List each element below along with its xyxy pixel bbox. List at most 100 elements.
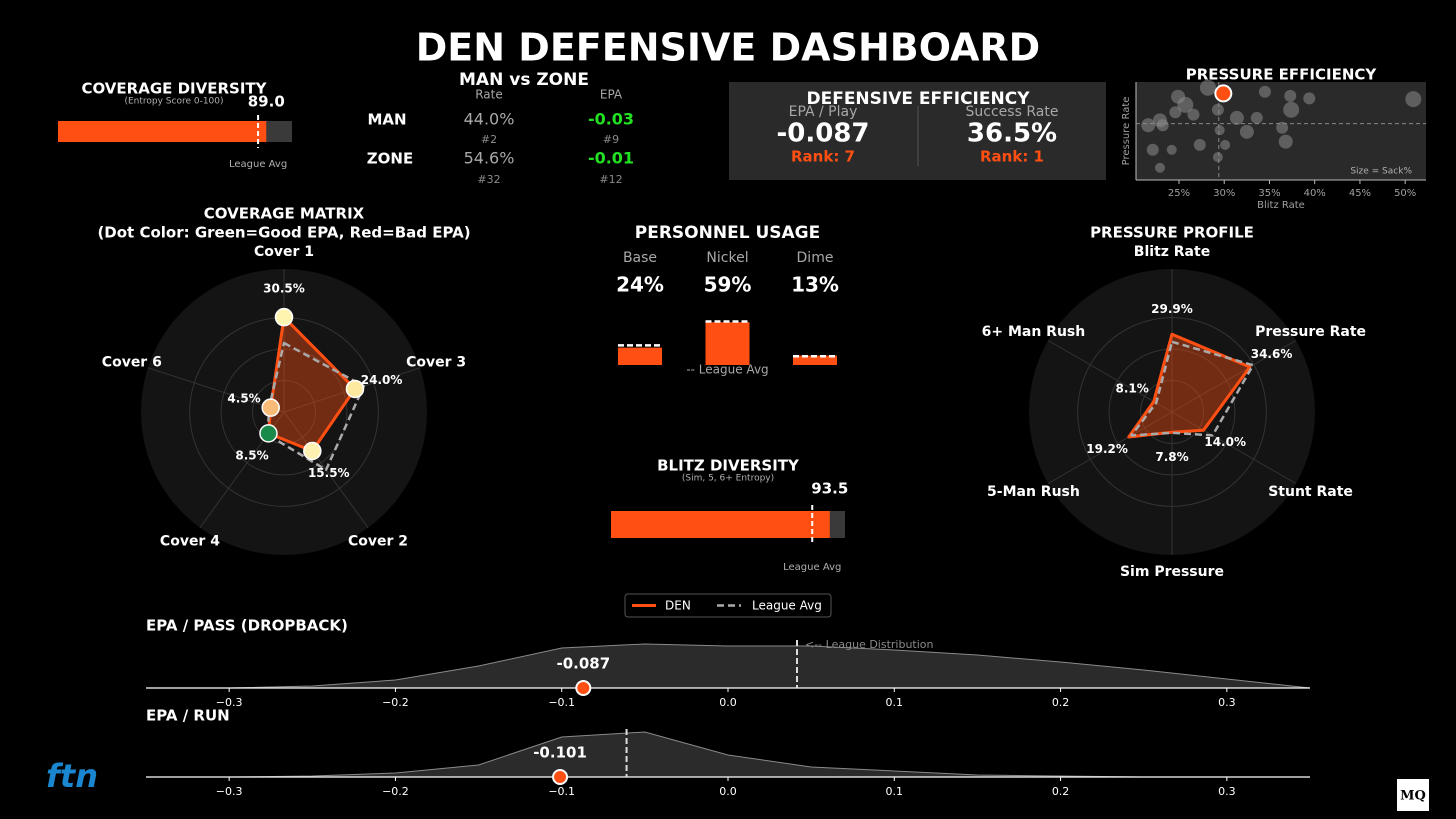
radar-title: COVERAGE MATRIX [204, 205, 365, 223]
x-tick-label: −0.3 [216, 785, 243, 798]
radar-value-label: 4.5% [227, 392, 260, 406]
radar-axis-label: Sim Pressure [1120, 564, 1224, 580]
radar-point [259, 424, 278, 443]
gauge-value: 93.5 [811, 480, 848, 498]
radar-point [274, 307, 294, 327]
legend-label: DEN [665, 599, 691, 613]
bar [618, 347, 662, 365]
radar-value-label: 24.0% [361, 373, 403, 387]
scatter-point [1193, 138, 1206, 151]
radar-axis-label: Cover 3 [406, 355, 466, 371]
x-tick-label: −0.2 [382, 785, 409, 798]
radar-polygon [266, 315, 357, 453]
team-value-label: -0.101 [533, 744, 587, 762]
scatter-point [1278, 134, 1293, 149]
x-tick-label: −0.1 [548, 696, 575, 709]
scatter-point [1169, 106, 1182, 119]
legend: DEN League Avg [624, 593, 832, 618]
radar-axis-label: Cover 2 [348, 533, 408, 549]
x-tick-label: −0.1 [548, 785, 575, 798]
value-label: 13% [791, 273, 839, 297]
chart-title: EPA / PASS (DROPBACK) [146, 617, 348, 635]
scatter-point [1405, 91, 1422, 108]
rank-cell: #32 [477, 173, 500, 186]
ftn-logo: ftn [46, 757, 98, 795]
radar-spoke [1047, 340, 1173, 413]
scatter-point [1166, 144, 1177, 155]
radar-value-label: 19.2% [1086, 442, 1128, 456]
radar-axis-label: Cover 6 [102, 355, 162, 371]
scatter-point [1258, 85, 1271, 98]
highlight-point [1214, 84, 1233, 103]
mq-logo-box [1397, 779, 1429, 811]
metric-rank: Rank: 7 [791, 148, 855, 166]
rank-cell: #9 [603, 133, 619, 146]
x-tick-label: 0.0 [719, 785, 737, 798]
radar-value-label: 30.5% [263, 282, 305, 296]
scatter-point [1229, 110, 1244, 125]
x-axis-label: Blitz Rate [1257, 200, 1305, 211]
scatter-point [1276, 121, 1289, 134]
mq-logo: MQ [1400, 789, 1426, 804]
x-tick-label: 0.2 [1052, 696, 1070, 709]
category-label: Dime [797, 250, 834, 266]
metric-label: EPA / Play [789, 104, 858, 120]
rate-cell: 44.0% [464, 110, 515, 129]
category-label: Base [623, 250, 657, 266]
x-tick-label: 0.1 [886, 696, 904, 709]
column-header: EPA [600, 88, 623, 102]
scatter-point [1141, 118, 1156, 133]
bar [705, 322, 750, 365]
league-avg-polygon [1130, 340, 1255, 437]
metric-value: 36.5% [967, 119, 1057, 149]
x-tick-label: 0.3 [1218, 785, 1236, 798]
gauge-title: BLITZ DIVERSITY [657, 457, 800, 475]
x-tick-label: 0.2 [1052, 785, 1070, 798]
metric-rank: Rank: 1 [980, 148, 1044, 166]
scatter-point [1283, 101, 1300, 118]
panel-title: DEFENSIVE EFFICIENCY [806, 89, 1030, 109]
value-label: 59% [704, 273, 752, 297]
efficiency-panel: DEFENSIVE EFFICIENCY EPA / Play -0.087 R… [729, 82, 1106, 180]
metric-label: Success Rate [966, 104, 1059, 120]
radar-spoke [147, 367, 285, 413]
epa-cell: -0.03 [588, 110, 634, 129]
x-tick-label: 40% [1304, 188, 1326, 199]
density-area [146, 643, 1311, 689]
size-note: Size = Sack% [1350, 167, 1412, 177]
scatter-point [1187, 108, 1200, 121]
x-tick-label: 25% [1168, 188, 1190, 199]
scatter-point [1250, 111, 1263, 124]
row-label: ZONE [367, 150, 413, 168]
radar-axis-label: 5-Man Rush [987, 484, 1080, 500]
scatter-point [1156, 119, 1169, 132]
radar-spoke [1171, 340, 1297, 413]
category-label: Nickel [706, 250, 748, 266]
team-marker [552, 769, 569, 785]
gauge-title: COVERAGE DIVERSITY [81, 80, 267, 98]
rank-cell: #12 [599, 173, 622, 186]
radar-value-label: 29.9% [1151, 302, 1193, 316]
radar-value-label: 8.5% [235, 449, 268, 463]
radar-polygon [1127, 332, 1252, 439]
radar-spoke [1047, 411, 1173, 484]
x-tick-label: 0.1 [886, 785, 904, 798]
bar [793, 355, 837, 365]
scatter-point [1239, 124, 1254, 139]
chart-title: PERSONNEL USAGE [635, 223, 820, 243]
radar-value-label: 34.6% [1251, 347, 1293, 361]
team-value-label: -0.087 [556, 655, 610, 673]
radar-value-label: 8.1% [1115, 381, 1148, 395]
scatter-point [1303, 92, 1316, 105]
gauge-bar [611, 511, 830, 538]
x-tick-label: 0.0 [719, 696, 737, 709]
radar-point [345, 379, 365, 399]
scatter-point [1211, 103, 1224, 116]
x-tick-label: 45% [1349, 188, 1371, 199]
annotation: <-- League Distribution [805, 638, 934, 651]
x-tick-label: 50% [1394, 188, 1416, 199]
gauge-bar [58, 121, 267, 142]
gauge-subtitle: (Entropy Score 0-100) [124, 97, 223, 107]
